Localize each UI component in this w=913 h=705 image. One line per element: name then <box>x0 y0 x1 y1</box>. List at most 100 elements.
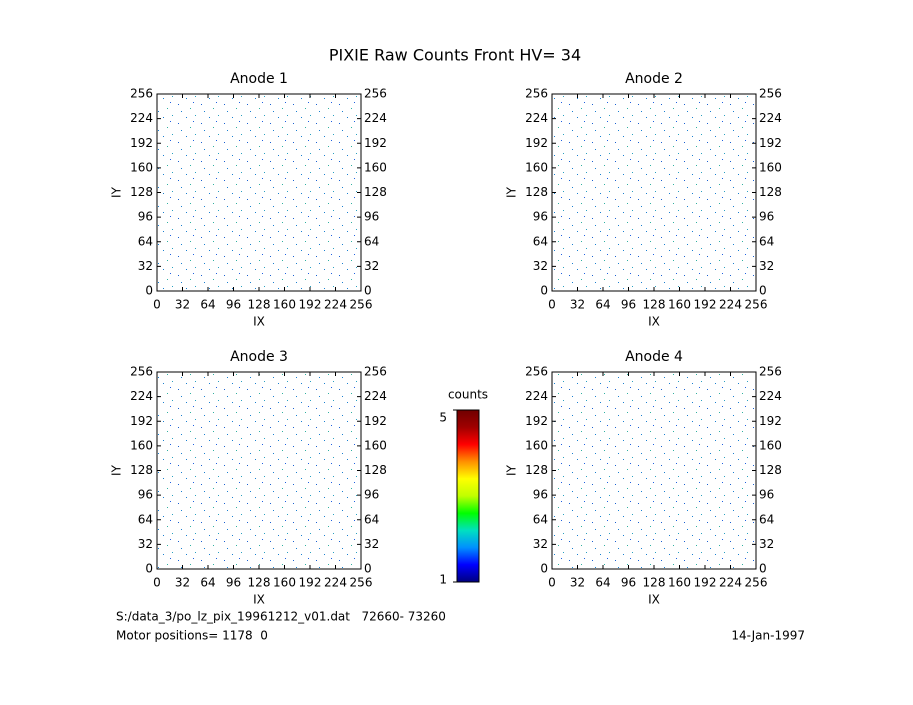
y-tick-label-right: 224 <box>364 111 387 125</box>
y-tick-label-right: 128 <box>759 185 782 199</box>
x-tick-label: 32 <box>570 298 585 312</box>
x-tick-label: 96 <box>226 576 241 590</box>
x-tick-label: 160 <box>273 298 296 312</box>
colorbar-label: counts <box>448 388 488 402</box>
y-tick-label: 192 <box>525 136 548 150</box>
y-tick-label: 160 <box>130 438 153 452</box>
x-tick-label: 160 <box>668 576 691 590</box>
x-tick-label: 192 <box>299 576 322 590</box>
x-tick-label: 160 <box>668 298 691 312</box>
y-tick-label-right: 64 <box>759 512 774 526</box>
y-tick-label: 64 <box>138 234 153 248</box>
y-tick-label-right: 64 <box>759 234 774 248</box>
count-texture <box>552 94 756 291</box>
y-tick-label: 224 <box>130 389 153 403</box>
y-tick-label-right: 0 <box>759 562 767 576</box>
page-title: PIXIE Raw Counts Front HV= 34 <box>329 46 581 65</box>
x-tick-label: 64 <box>595 576 610 590</box>
y-tick-label: 96 <box>533 210 548 224</box>
y-axis-label: IY <box>110 464 124 476</box>
y-tick-label-right: 128 <box>364 463 387 477</box>
y-tick-label: 96 <box>138 488 153 502</box>
y-tick-label-right: 0 <box>759 284 767 298</box>
y-tick-label: 0 <box>145 562 153 576</box>
y-tick-label: 64 <box>138 512 153 526</box>
count-texture <box>157 94 361 291</box>
count-texture <box>157 372 361 569</box>
y-axis-label: IY <box>110 186 124 198</box>
y-tick-label: 160 <box>525 160 548 174</box>
x-tick-label: 256 <box>745 298 768 312</box>
x-tick-label: 128 <box>643 576 666 590</box>
x-tick-label: 128 <box>643 298 666 312</box>
y-tick-label-right: 256 <box>364 365 387 379</box>
y-axis-label: IY <box>505 186 519 198</box>
y-tick-label-right: 32 <box>759 259 774 273</box>
y-tick-label-right: 192 <box>364 136 387 150</box>
y-tick-label: 32 <box>533 537 548 551</box>
y-tick-label: 256 <box>525 87 548 101</box>
y-tick-label-right: 32 <box>364 259 379 273</box>
x-tick-label: 256 <box>350 298 373 312</box>
y-tick-label-right: 160 <box>759 438 782 452</box>
count-texture <box>552 372 756 569</box>
y-tick-label: 128 <box>525 185 548 199</box>
y-tick-label-right: 64 <box>364 512 379 526</box>
y-tick-label-right: 192 <box>364 414 387 428</box>
x-tick-label: 0 <box>548 576 556 590</box>
y-tick-label-right: 0 <box>364 562 372 576</box>
x-tick-label: 224 <box>719 298 742 312</box>
y-tick-label-right: 128 <box>759 463 782 477</box>
y-tick-label-right: 224 <box>759 389 782 403</box>
x-tick-label: 192 <box>299 298 322 312</box>
y-tick-label: 160 <box>130 160 153 174</box>
y-tick-label-right: 96 <box>759 210 774 224</box>
y-tick-label-right: 256 <box>364 87 387 101</box>
y-tick-label-right: 224 <box>759 111 782 125</box>
y-tick-label: 0 <box>540 284 548 298</box>
panel-title: Anode 1 <box>230 71 288 87</box>
x-tick-label: 0 <box>153 576 161 590</box>
y-tick-label-right: 256 <box>759 365 782 379</box>
y-tick-label: 224 <box>525 389 548 403</box>
footer-motor: Motor positions= 1178 0 <box>116 629 268 643</box>
x-tick-label: 64 <box>200 576 215 590</box>
y-tick-label: 0 <box>540 562 548 576</box>
y-tick-label: 0 <box>145 284 153 298</box>
y-tick-label-right: 160 <box>364 160 387 174</box>
x-tick-label: 256 <box>350 576 373 590</box>
y-tick-label: 96 <box>533 488 548 502</box>
y-tick-label: 256 <box>130 365 153 379</box>
x-tick-label: 96 <box>621 576 636 590</box>
x-tick-label: 32 <box>570 576 585 590</box>
y-tick-label-right: 0 <box>364 284 372 298</box>
x-tick-label: 224 <box>719 576 742 590</box>
y-tick-label-right: 96 <box>364 488 379 502</box>
x-tick-label: 128 <box>248 576 271 590</box>
x-tick-label: 64 <box>595 298 610 312</box>
x-tick-label: 64 <box>200 298 215 312</box>
y-tick-label: 64 <box>533 512 548 526</box>
x-axis-label: IX <box>648 593 660 607</box>
y-tick-label-right: 160 <box>364 438 387 452</box>
panel-title: Anode 4 <box>625 349 683 365</box>
y-tick-label: 192 <box>130 136 153 150</box>
y-tick-label: 32 <box>138 259 153 273</box>
y-tick-label: 32 <box>138 537 153 551</box>
y-tick-label-right: 160 <box>759 160 782 174</box>
x-tick-label: 32 <box>175 576 190 590</box>
y-tick-label-right: 224 <box>364 389 387 403</box>
x-axis-label: IX <box>253 593 265 607</box>
y-tick-label: 224 <box>525 111 548 125</box>
y-tick-label: 192 <box>130 414 153 428</box>
x-tick-label: 192 <box>694 576 717 590</box>
y-tick-label-right: 192 <box>759 136 782 150</box>
x-tick-label: 224 <box>324 576 347 590</box>
colorbar-tick-label: 1 <box>439 573 447 587</box>
y-tick-label-right: 64 <box>364 234 379 248</box>
y-tick-label: 256 <box>525 365 548 379</box>
x-axis-label: IX <box>253 315 265 329</box>
y-tick-label-right: 32 <box>759 537 774 551</box>
